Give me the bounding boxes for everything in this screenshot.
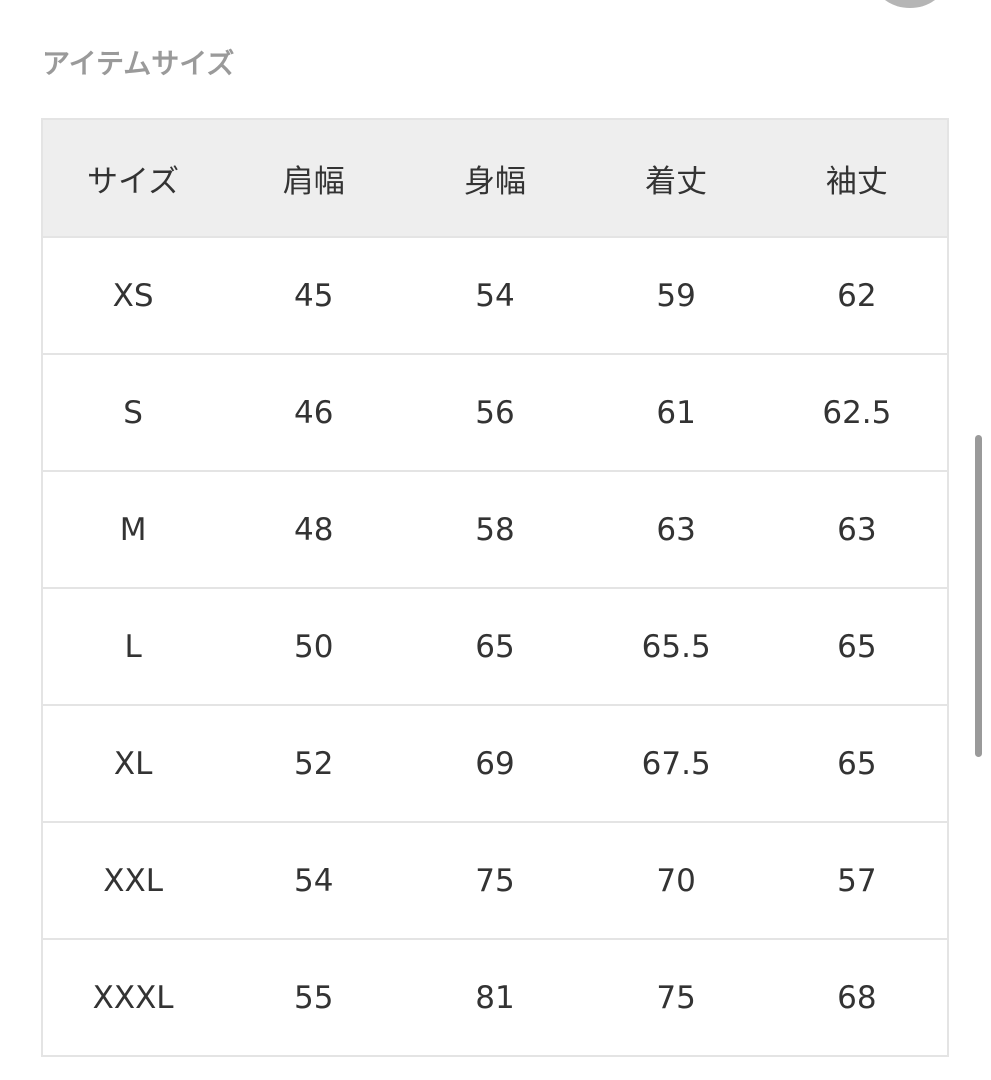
section-title: アイテムサイズ	[42, 47, 235, 80]
table-cell: 62.5	[766, 353, 950, 472]
table-cell: 58	[404, 470, 586, 589]
table-cell: 65	[766, 587, 950, 706]
close-button[interactable]	[876, 0, 944, 8]
header-sleeve-length: 袖丈	[766, 118, 950, 238]
table-cell: 54	[223, 821, 405, 940]
table-cell: M	[40, 470, 224, 589]
header-size: サイズ	[40, 118, 224, 238]
table-cell: XS	[40, 236, 224, 355]
table-cell: 65	[404, 587, 586, 706]
size-table: サイズ 肩幅 身幅 着丈 袖丈 XS 45 54 59 62 S 46 56 61 62.5 M 48…	[40, 118, 950, 1057]
header-body-width: 身幅	[404, 118, 586, 238]
table-cell: XXL	[40, 821, 224, 940]
table-cell: 50	[223, 587, 405, 706]
table-cell: 45	[223, 236, 405, 355]
table-cell: 67.5	[585, 704, 767, 823]
table-row: XS 45 54 59 62	[40, 236, 950, 355]
table-cell: 56	[404, 353, 586, 472]
scrollbar[interactable]	[975, 435, 982, 757]
table-row: XL 52 69 67.5 65	[40, 704, 950, 823]
table-cell: 63	[766, 470, 950, 589]
table-cell: 52	[223, 704, 405, 823]
table-cell: 65	[766, 704, 950, 823]
table-row: S 46 56 61 62.5	[40, 353, 950, 472]
table-cell: 65.5	[585, 587, 767, 706]
header-length: 着丈	[585, 118, 767, 238]
table-cell: S	[40, 353, 224, 472]
table-cell: 75	[585, 938, 767, 1057]
table-cell: 68	[766, 938, 950, 1057]
table-cell: 59	[585, 236, 767, 355]
table-cell: XXXL	[40, 938, 224, 1057]
table-cell: XL	[40, 704, 224, 823]
table-cell: 48	[223, 470, 405, 589]
table-cell: 55	[223, 938, 405, 1057]
table-row: XXXL 55 81 75 68	[40, 938, 950, 1057]
table-header-row: サイズ 肩幅 身幅 着丈 袖丈	[40, 118, 950, 238]
table-cell: 54	[404, 236, 586, 355]
table-cell: 69	[404, 704, 586, 823]
header-shoulder-width: 肩幅	[223, 118, 405, 238]
table-row: L 50 65 65.5 65	[40, 587, 950, 706]
table-cell: 62	[766, 236, 950, 355]
table-cell: 70	[585, 821, 767, 940]
table-cell: 81	[404, 938, 586, 1057]
table-cell: 63	[585, 470, 767, 589]
table-row: M 48 58 63 63	[40, 470, 950, 589]
table-cell: 61	[585, 353, 767, 472]
table-cell: 46	[223, 353, 405, 472]
table-cell: 75	[404, 821, 586, 940]
table-row: XXL 54 75 70 57	[40, 821, 950, 940]
table-cell: 57	[766, 821, 950, 940]
table-cell: L	[40, 587, 224, 706]
